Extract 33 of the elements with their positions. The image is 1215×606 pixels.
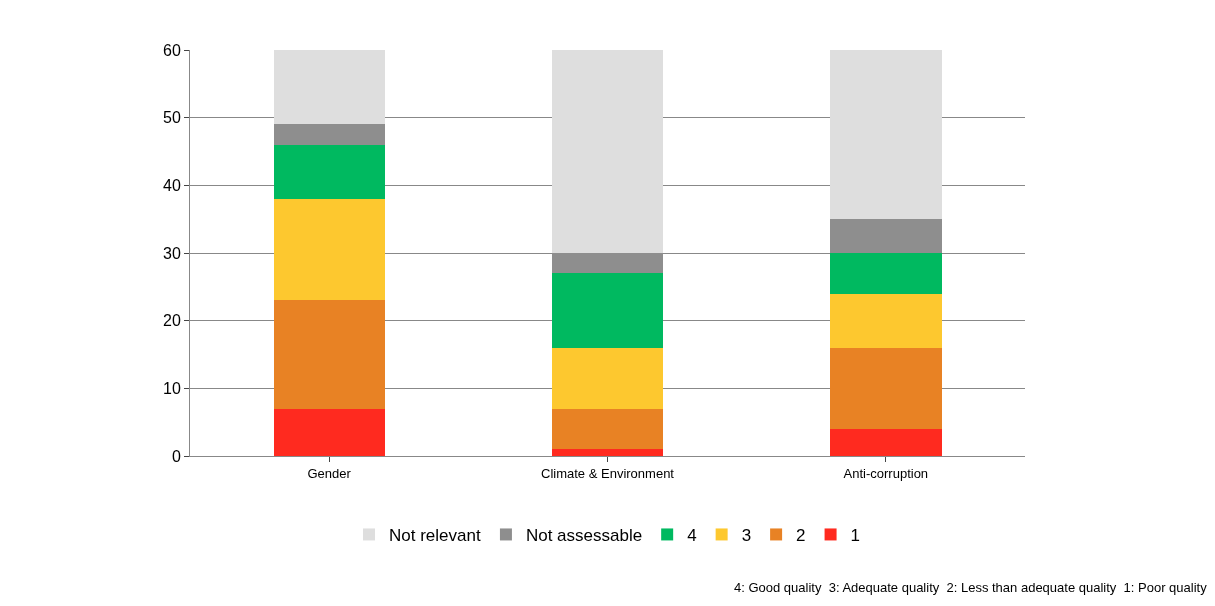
x-tick-label: Climate & Environment	[541, 465, 675, 481]
bar	[551, 347, 664, 409]
legend-label: Not relevant	[389, 526, 481, 546]
bar	[273, 124, 385, 145]
bar	[830, 293, 942, 348]
legend-label: 1	[850, 526, 861, 546]
legend-label: 3	[741, 526, 752, 546]
bar	[830, 347, 942, 429]
legend-label: 2	[796, 526, 806, 546]
bar	[551, 50, 664, 253]
y-tick-label: 10	[163, 379, 181, 397]
bar	[273, 408, 385, 456]
bar	[551, 449, 664, 456]
x-tick-label: Gender	[307, 465, 352, 481]
bar	[551, 273, 664, 348]
bar	[273, 198, 385, 301]
bar	[830, 50, 942, 220]
legend-label: 4	[687, 526, 697, 546]
y-tick-label: 40	[163, 176, 181, 194]
bar	[551, 408, 664, 450]
x-tick-label: Anti-corruption	[843, 465, 929, 481]
y-tick-label: 50	[163, 109, 181, 127]
y-tick-label: 0	[171, 447, 181, 465]
bar	[273, 144, 385, 199]
y-tick-label: 20	[163, 312, 181, 330]
bar	[830, 428, 942, 456]
bar	[273, 300, 385, 409]
text: 4: Good quality 3: Adequate quality 2: Less than adequate quality 1: Poor quality	[734, 580, 1208, 595]
y-tick-label: 60	[163, 41, 181, 59]
legend-label: Not assessable	[525, 526, 643, 546]
bar	[830, 253, 942, 294]
bar	[273, 50, 385, 125]
y-tick-label: 30	[163, 244, 181, 262]
